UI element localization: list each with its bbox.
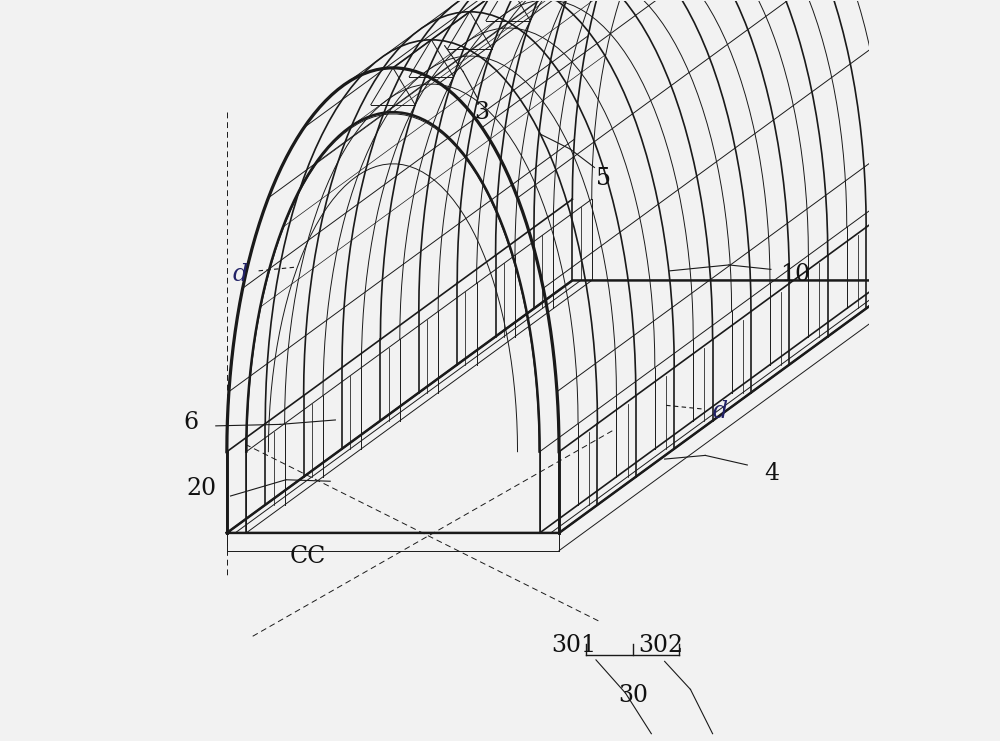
Text: 30: 30 bbox=[618, 684, 648, 707]
Text: 10: 10 bbox=[780, 263, 810, 286]
Text: d: d bbox=[233, 263, 248, 286]
Text: 301: 301 bbox=[551, 634, 596, 657]
Text: CC: CC bbox=[290, 545, 326, 568]
Text: 6: 6 bbox=[184, 411, 199, 433]
Text: 302: 302 bbox=[638, 634, 683, 657]
Text: 4: 4 bbox=[764, 462, 779, 485]
Text: d: d bbox=[712, 399, 728, 422]
Text: 5: 5 bbox=[596, 167, 611, 190]
Text: 20: 20 bbox=[186, 477, 216, 500]
Text: 3: 3 bbox=[474, 101, 489, 124]
